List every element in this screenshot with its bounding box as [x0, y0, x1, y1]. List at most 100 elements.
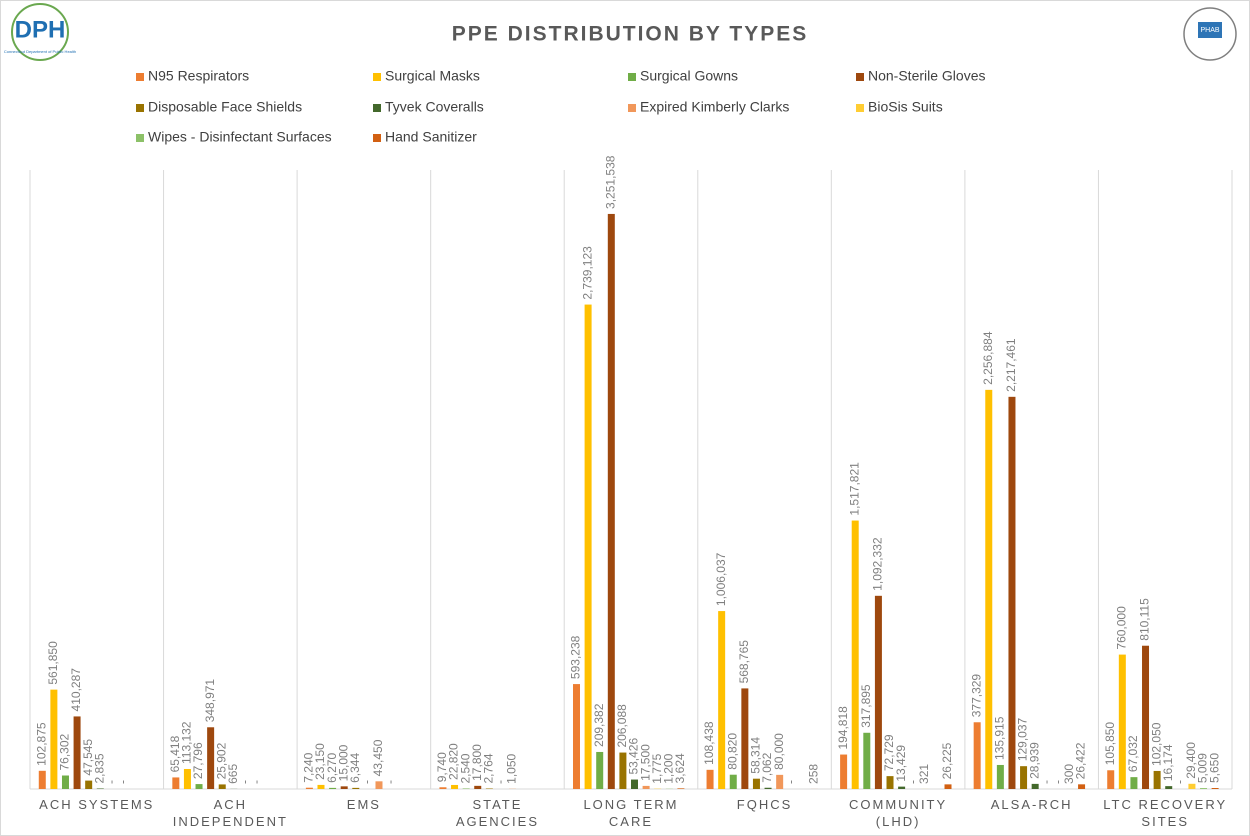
legend-swatch: [628, 104, 636, 112]
data-label: 209,382: [592, 703, 606, 747]
legend-label: Surgical Gowns: [640, 68, 738, 84]
data-label: 13,429: [894, 745, 908, 782]
x-tick-label: LONG TERM CARE: [583, 797, 679, 829]
data-label: 665: [226, 764, 240, 784]
data-label: 1,517,821: [847, 462, 861, 516]
data-label: 105,850: [1103, 722, 1117, 766]
x-tick-label: EMS: [346, 797, 381, 812]
bar: [596, 751, 604, 789]
bar: [1200, 788, 1208, 789]
bar: [973, 722, 981, 789]
data-label: 561,850: [46, 641, 60, 685]
legend-swatch: [136, 73, 144, 81]
bar: [886, 776, 894, 789]
bar: [874, 595, 882, 789]
bar: [840, 754, 848, 789]
data-label: 102,050: [1149, 722, 1163, 766]
bar: [305, 787, 313, 789]
data-label: 26,225: [940, 742, 954, 779]
data-label: 9,740: [435, 752, 449, 782]
x-tick-label: STATE AGENCIES: [455, 797, 540, 829]
data-label: -: [104, 780, 118, 784]
data-label: 410,287: [69, 668, 83, 712]
data-label: 135,915: [993, 716, 1007, 760]
data-label: 321: [917, 764, 931, 784]
data-label: 17,500: [638, 744, 652, 781]
bar: [677, 788, 685, 789]
bar: [439, 787, 447, 789]
data-label: 80,000: [772, 733, 786, 770]
data-label: 53,426: [627, 738, 641, 775]
data-label: 6,270: [325, 753, 339, 783]
data-label: 5,009: [1196, 753, 1210, 783]
bar: [619, 752, 627, 789]
data-label: 258: [807, 764, 821, 784]
bar: [631, 779, 638, 789]
legend-label: Surgical Masks: [385, 68, 480, 84]
bar: [1107, 770, 1115, 789]
bar: [1165, 786, 1173, 789]
legend-label: Hand Sanitizer: [385, 129, 477, 145]
data-label: 348,971: [203, 679, 217, 723]
x-tick-label: ACH SYSTEMS: [39, 797, 155, 812]
bar: [218, 784, 226, 789]
data-label: 22,820: [447, 743, 461, 780]
data-label: 28,939: [1027, 742, 1041, 779]
legend-label: Expired Kimberly Clarks: [640, 99, 789, 115]
bar: [61, 775, 69, 789]
data-label: 2,835: [92, 753, 106, 783]
data-label: 16,174: [1161, 744, 1175, 781]
data-label: -: [360, 780, 374, 784]
data-label: 760,000: [1114, 606, 1128, 650]
data-label: 1,050: [505, 753, 519, 783]
bar: [1153, 770, 1161, 789]
logo-text: PHAB: [1200, 27, 1219, 34]
bar: [96, 788, 104, 789]
data-label: 102,875: [34, 722, 48, 766]
legend-swatch: [373, 73, 381, 81]
data-label: 3,624: [673, 753, 687, 783]
legend-swatch: [136, 134, 144, 142]
data-label: 72,729: [882, 734, 896, 771]
data-label: 568,765: [737, 640, 751, 684]
data-label: 113,132: [180, 721, 194, 764]
bar: [329, 787, 337, 789]
data-label: -: [1039, 780, 1053, 784]
bar: [764, 787, 772, 789]
bar: [985, 389, 993, 789]
chart-title: PPE DISTRIBUTION BY TYPES: [452, 23, 809, 46]
data-label: 593,238: [569, 635, 583, 679]
data-label: 1,006,037: [714, 552, 728, 606]
logo-text: DPH: [15, 16, 66, 43]
data-label: -: [249, 780, 263, 784]
data-label: 58,314: [749, 737, 763, 774]
legend-label: BioSis Suits: [868, 99, 943, 115]
bar: [776, 774, 784, 789]
logo-subtext: Connecticut Department of Public Health: [4, 49, 76, 54]
bar: [1188, 783, 1196, 789]
phab-logo: PHAB: [1183, 7, 1237, 61]
data-label: -: [238, 780, 252, 784]
x-tick-label: ALSA-RCH: [990, 797, 1073, 812]
bar: [642, 785, 650, 789]
data-label: 65,418: [168, 735, 182, 772]
bar: [50, 689, 58, 789]
bar: [863, 732, 871, 789]
bar: [584, 304, 592, 789]
bar: [1142, 645, 1150, 789]
data-label: 76,302: [58, 733, 72, 770]
bar: [375, 781, 383, 789]
bar: [718, 611, 726, 789]
bar: [183, 768, 191, 789]
bar: [352, 787, 360, 789]
data-label: -: [1172, 780, 1186, 784]
bar: [944, 784, 952, 789]
bar: [38, 770, 46, 789]
logo-ring: [11, 3, 69, 61]
x-tick-label: LTC RECOVERY SITES: [1103, 797, 1228, 829]
bar: [207, 727, 215, 789]
legend-label: Tyvek Coveralls: [385, 99, 484, 115]
